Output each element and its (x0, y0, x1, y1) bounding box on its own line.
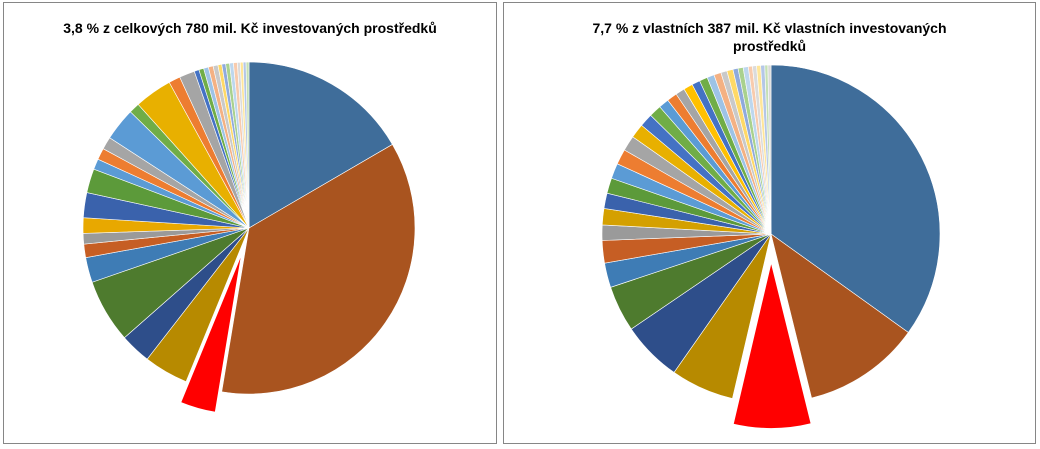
chart-title: 7,7 % z vlastních 387 mil. Kč vlastních … (592, 20, 947, 54)
pie-slice (770, 64, 941, 333)
pie-chart-left (82, 61, 416, 415)
pie-slice (245, 61, 250, 229)
pie-slice-highlighted (178, 248, 244, 415)
pie-slice (248, 61, 393, 229)
pie-slice (770, 233, 909, 399)
pie-slice-highlighted (731, 259, 813, 430)
pie-chart-right (601, 64, 941, 430)
chart-title: 3,8 % z celkových 780 mil. Kč investovan… (63, 20, 437, 36)
pie-slice (767, 64, 772, 235)
chart-panel-left: 3,8 % z celkových 780 mil. Kč investovan… (3, 2, 497, 444)
pie-slice (221, 144, 416, 395)
chart-panel-right: 7,7 % z vlastních 387 mil. Kč vlastních … (503, 2, 1036, 444)
